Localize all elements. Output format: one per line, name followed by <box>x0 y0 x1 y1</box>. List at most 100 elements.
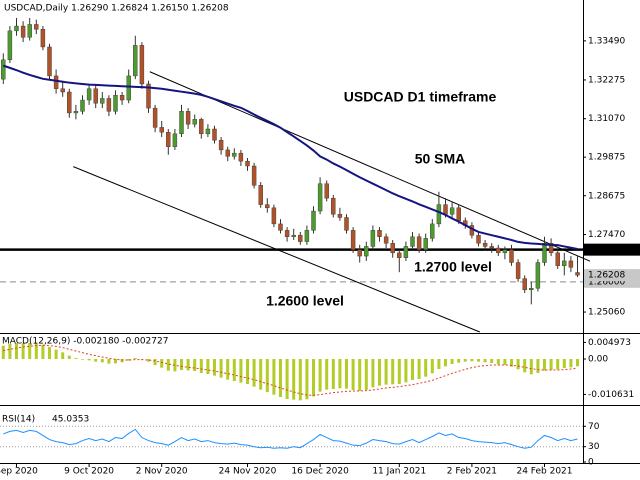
candle-body <box>390 243 395 254</box>
histogram-bar <box>424 359 428 377</box>
rsi-value: 45.0353 <box>52 415 89 425</box>
histogram-bar <box>529 359 533 375</box>
annotation: 1.2700 level <box>414 259 492 275</box>
histogram-bar <box>259 359 263 390</box>
candle-body <box>106 98 112 112</box>
candle-body <box>542 243 547 263</box>
y-tick-label: -0.010631 <box>588 390 634 400</box>
candle-body <box>73 111 79 114</box>
candle-body <box>172 133 178 147</box>
candle-body <box>496 247 501 254</box>
histogram-bar <box>543 359 546 371</box>
x-tick-label: Sep 2020 <box>0 467 38 477</box>
candle-body <box>265 204 270 209</box>
candle-body <box>47 46 52 77</box>
histogram-bar <box>193 359 197 371</box>
histogram-bar <box>298 359 302 401</box>
y-tick-label: 1.27470 <box>588 230 625 240</box>
x-tick-label: 24 Nov 2020 <box>219 467 277 477</box>
histogram-bar <box>411 359 414 380</box>
histogram-bar <box>391 359 395 385</box>
level-label: 1.26000 <box>588 277 625 287</box>
macd-header: MACD(12,26,9) -0.002180 -0.002727 <box>2 337 168 347</box>
histogram-bar <box>285 359 289 399</box>
candle-body <box>192 119 197 125</box>
histogram-bar <box>48 347 51 359</box>
histogram-bar <box>523 359 527 373</box>
x-tick-label: 11 Jan 2021 <box>372 467 426 477</box>
candle-body <box>86 88 92 101</box>
histogram-bar <box>8 344 12 359</box>
histogram-bar <box>120 359 124 363</box>
histogram-bar <box>450 359 454 364</box>
candle-body <box>522 278 527 291</box>
histogram-bar <box>279 359 282 397</box>
candle-body <box>185 111 191 125</box>
candle-body <box>100 98 105 104</box>
candle-body <box>199 119 204 135</box>
candle-body <box>482 243 488 247</box>
y-tick-label: 70 <box>588 422 600 432</box>
candle-body <box>364 246 369 257</box>
candle-body <box>383 236 389 244</box>
candle-body <box>568 260 574 268</box>
histogram-bar <box>246 359 249 384</box>
histogram-bar <box>265 359 269 392</box>
candle-body <box>410 236 415 247</box>
y-tick-label: 0.00 <box>588 355 608 365</box>
histogram-bar <box>173 359 177 372</box>
histogram-bar <box>430 359 434 374</box>
sma-label: 50 SMA <box>415 151 466 167</box>
candle-body <box>397 252 402 258</box>
candle-body <box>344 217 349 231</box>
histogram-bar <box>496 359 500 365</box>
histogram-bar <box>147 359 150 362</box>
candle-body <box>284 230 290 237</box>
x-tick-label: 2 Nov 2020 <box>136 467 188 477</box>
y-tick-label: 1.31070 <box>588 114 625 124</box>
current-price-label: 1.26208 <box>588 271 625 281</box>
candle-body <box>238 152 244 162</box>
candle-body <box>93 88 98 104</box>
histogram-bar <box>325 359 329 390</box>
histogram-bar <box>81 359 84 360</box>
candle-body <box>403 246 409 258</box>
histogram-bar <box>490 359 494 363</box>
candle-body <box>555 252 560 266</box>
candle-body <box>245 160 250 167</box>
level-label-box <box>584 243 640 256</box>
histogram-bar <box>569 359 573 368</box>
candle-body <box>311 210 316 231</box>
candle-body <box>80 99 85 112</box>
annotation: 1.2600 level <box>266 293 344 309</box>
candle-body <box>205 128 211 135</box>
candle-body <box>324 183 329 199</box>
trend-line <box>149 71 591 262</box>
candle-body <box>436 204 442 225</box>
histogram-bar <box>213 359 216 376</box>
y-tick-label: 0 <box>588 458 594 468</box>
candle-body <box>34 24 39 30</box>
candle-body <box>232 152 237 157</box>
histogram-bar <box>417 359 421 379</box>
candle-body <box>377 230 382 237</box>
histogram-bar <box>477 359 480 362</box>
histogram-bar <box>87 359 91 361</box>
histogram-bar <box>199 359 203 373</box>
candle-body <box>304 230 310 242</box>
candle-body <box>139 45 145 85</box>
candle-body <box>476 234 481 244</box>
candle-body <box>502 249 508 254</box>
y-tick-label: 1.28675 <box>588 191 625 201</box>
histogram-bar <box>133 358 137 359</box>
candle-body <box>27 24 32 38</box>
candle-body <box>133 45 138 77</box>
histogram-bar <box>206 359 210 374</box>
y-tick-label: 1.25060 <box>588 308 625 318</box>
rsi-line <box>3 428 578 449</box>
candle-body <box>20 25 26 38</box>
candle-body <box>509 249 514 263</box>
candle-body <box>1 59 6 80</box>
histogram-bar <box>378 359 381 386</box>
